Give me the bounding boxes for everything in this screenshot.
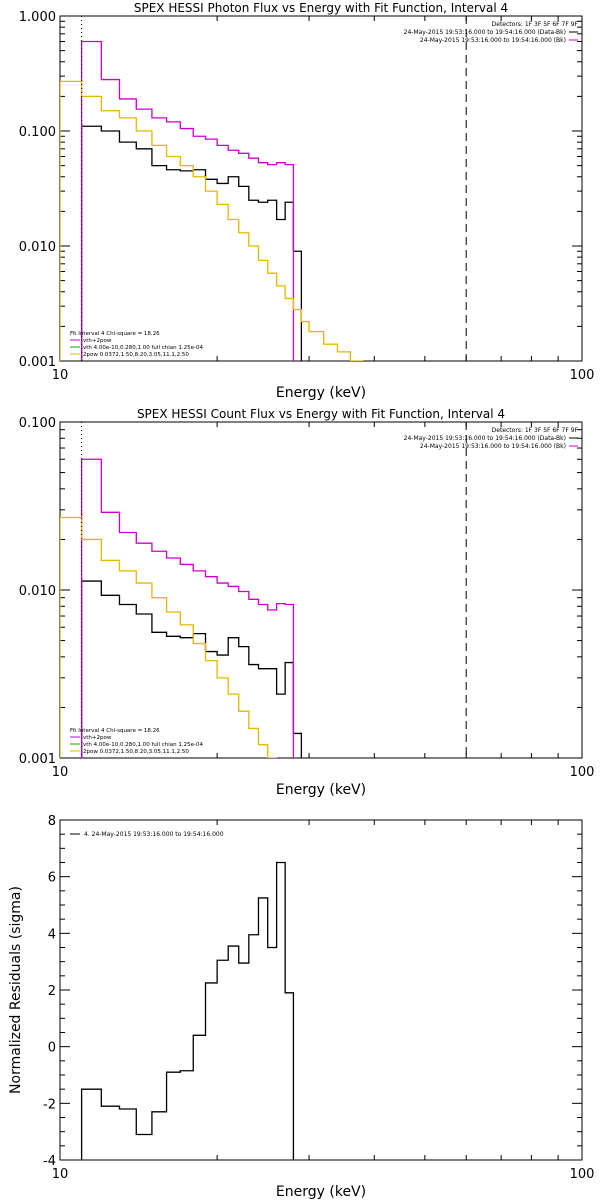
x-axis-label: Energy (keV) — [276, 385, 366, 401]
x-tick-label: 100 — [570, 368, 595, 383]
series-line-3 — [60, 516, 278, 758]
x-tick-label: 10 — [52, 368, 69, 383]
plot-frame — [59, 15, 583, 362]
y-tick-label: -4 — [43, 1154, 56, 1169]
fit-info-text: Fit Interval 4 Chi-square = 18.26 — [70, 728, 160, 734]
y-tick-label: 4 — [48, 927, 56, 942]
y-tick-label: 8 — [48, 814, 56, 829]
series-line-1 — [80, 580, 303, 758]
fit-info-text: 2pow 0.0372,1.50,8.20,3.05,11.1,2.50 — [83, 352, 189, 358]
y-tick-label: 0.010 — [19, 584, 56, 599]
fit-info-text: vth+2pow — [83, 338, 112, 344]
chart-panel-3: 10 100 -4 -2 0 2 4 6 8 Energy (keV) Normalized Res… — [8, 814, 594, 1200]
legend-text: 24-May-2015 19:53:16.000 to 19:54:16.000… — [420, 443, 566, 450]
y-tick-label: 2 — [48, 984, 56, 999]
x-tick-label: 10 — [52, 1167, 69, 1182]
y-tick-label: 0.100 — [19, 416, 56, 431]
series-line-2 — [80, 458, 295, 758]
plot-frame — [59, 819, 583, 1161]
y-axis-label: Normalized Residuals (sigma) — [8, 886, 24, 1094]
y-tick-label: 0.001 — [19, 355, 56, 370]
legend-text: 24-May-2015 19:53:16.000 to 19:54:16.000… — [420, 37, 566, 44]
x-axis-label: Energy (keV) — [276, 1184, 366, 1200]
legend-text: 24-May-2015 19:53:16.000 to 19:54:16.000… — [404, 29, 566, 36]
y-tick-label: -2 — [43, 1097, 56, 1112]
series-line-2 — [80, 40, 295, 361]
x-tick-label: 10 — [52, 765, 69, 780]
fit-info-text: vth+2pow — [83, 735, 112, 741]
plot-area — [60, 40, 364, 361]
x-tick-label: 100 — [570, 1167, 595, 1182]
fit-info-text: vth 4.00e-10,0.280,1.00 full chian 1.25e… — [83, 345, 203, 351]
fit-info-text: vth 4.00e-10,0.280,1.00 full chian 1.25e… — [83, 742, 203, 748]
x-tick-label: 100 — [570, 765, 595, 780]
legend-text: Detectors: 1F 3F 5F 6F 7F 9F — [492, 21, 579, 28]
series-line-1 — [80, 125, 303, 361]
legend-text: 24-May-2015 19:53:16.000 to 19:54:16.000… — [404, 435, 566, 442]
series-line-1 — [80, 861, 295, 1160]
chart-title: SPEX HESSI Count Flux vs Energy with Fit… — [137, 407, 505, 421]
chart-panel-1: SPEX HESSI Photon Flux vs Energy with Fi… — [19, 1, 595, 401]
plot-area — [60, 458, 303, 758]
chart-panel-2: SPEX HESSI Count Flux vs Energy with Fit… — [19, 407, 595, 798]
legend-text: Detectors: 1F 3F 5F 6F 7F 9F — [492, 427, 579, 434]
y-tick-label: 0.100 — [19, 125, 56, 140]
y-tick-label: 6 — [48, 871, 56, 886]
legend-text: 4. 24-May-2015 19:53:16.000 to 19:54:16.… — [84, 831, 224, 838]
fit-info-text: Fit Interval 4 Chi-square = 18.26 — [70, 331, 160, 337]
y-tick-label: 0.010 — [19, 240, 56, 255]
chart-title: SPEX HESSI Photon Flux vs Energy with Fi… — [134, 1, 508, 15]
x-axis-label: Energy (keV) — [276, 782, 366, 798]
plot-area — [80, 861, 295, 1160]
y-tick-label: 0.001 — [19, 752, 56, 767]
plot-frame — [59, 421, 583, 759]
fit-info-text: 2pow 0.0372,1.50,8.20,3.05,11.1,2.50 — [83, 749, 189, 755]
y-tick-label: 1.000 — [19, 10, 56, 25]
y-tick-label: 0 — [48, 1041, 56, 1056]
series-line-3 — [60, 80, 364, 361]
